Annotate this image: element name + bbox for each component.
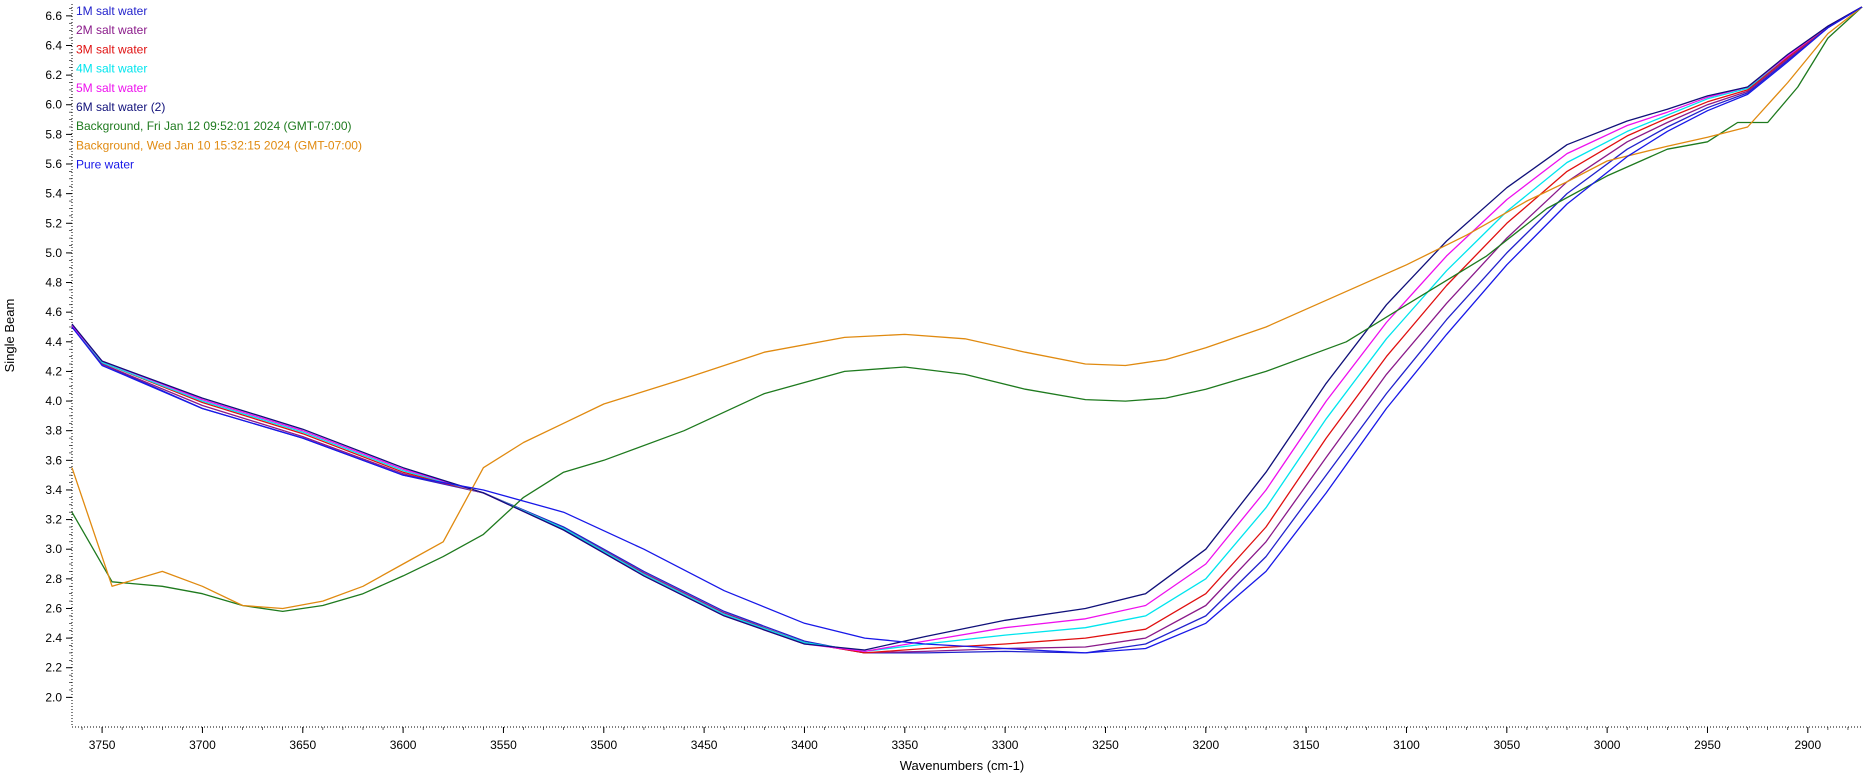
y-tick-label: 6.4 (45, 38, 62, 52)
series-line-4 (71, 6, 1863, 653)
legend-item: 2M salt water (76, 23, 147, 37)
x-axis-title: Wavenumbers (cm-1) (900, 758, 1024, 773)
y-tick-label: 4.8 (45, 276, 62, 290)
y-tick-label: 3.2 (45, 513, 62, 527)
x-tick-label: 3050 (1493, 738, 1520, 752)
x-tick-label: 3350 (891, 738, 918, 752)
x-tick-label: 3600 (390, 738, 417, 752)
series-lines (71, 6, 1863, 654)
y-tick-label: 5.0 (45, 246, 62, 260)
legend-item: Pure water (76, 158, 134, 172)
y-tick-label: 4.0 (45, 394, 62, 408)
y-tick-label: 5.2 (45, 216, 62, 230)
y-tick-label: 6.0 (45, 98, 62, 112)
y-axis-title: Single Beam (2, 299, 17, 373)
legend-item: 4M salt water (76, 62, 147, 76)
legend-item: 6M salt water (2) (76, 100, 165, 114)
legend-item: 3M salt water (76, 42, 147, 56)
y-tick-label: 2.6 (45, 601, 62, 615)
x-tick-label: 3450 (691, 738, 718, 752)
x-tick-label: 3400 (791, 738, 818, 752)
series-line-6 (71, 6, 1863, 613)
y-tick-label: 6.6 (45, 9, 62, 23)
legend-item: 1M salt water (76, 4, 147, 18)
axes: 2.0 2.2 2.4 2.6 2.8 3.0 3.2 3.4 3.6 3.8 4.0 4.2 4.4 4… (45, 4, 1862, 752)
x-tick-label: 3500 (590, 738, 617, 752)
x-tick-label: 3200 (1192, 738, 1219, 752)
y-tick-label: 3.6 (45, 453, 62, 467)
y-tick-label: 2.0 (45, 690, 62, 704)
x-tick-label: 3250 (1092, 738, 1119, 752)
series-line-8 (71, 6, 1863, 654)
y-tick-label: 5.4 (45, 187, 62, 201)
y-tick-label: 2.8 (45, 572, 62, 586)
x-tick-label: 3300 (992, 738, 1019, 752)
series-line-1 (71, 6, 1863, 654)
y-tick-label: 3.4 (45, 483, 62, 497)
legend: 1M salt water 2M salt water 3M salt water 4… (76, 4, 362, 172)
x-tick-label: 3100 (1393, 738, 1420, 752)
y-tick-label: 2.2 (45, 661, 62, 675)
y-tick-label: 5.8 (45, 127, 62, 141)
x-tick-label: 3550 (490, 738, 517, 752)
y-tick-label: 3.8 (45, 424, 62, 438)
series-line-0 (71, 6, 1863, 654)
y-tick-label: 3.0 (45, 542, 62, 556)
y-tick-label: 4.6 (45, 305, 62, 319)
y-tick-label: 4.2 (45, 364, 62, 378)
x-tick-label: 3150 (1293, 738, 1320, 752)
series-line-7 (71, 6, 1863, 610)
y-tick-label: 4.4 (45, 335, 62, 349)
series-line-5 (71, 6, 1863, 651)
x-tick-label: 3000 (1594, 738, 1621, 752)
series-line-3 (71, 6, 1863, 653)
x-tick-label: 3650 (289, 738, 316, 752)
legend-item: Background, Fri Jan 12 09:52:01 2024 (GM… (76, 119, 352, 133)
x-tick-label: 2900 (1794, 738, 1821, 752)
legend-item: 5M salt water (76, 81, 147, 95)
series-line-2 (71, 6, 1863, 654)
x-tick-label: 3700 (189, 738, 216, 752)
y-tick-label: 2.4 (45, 631, 62, 645)
y-tick-label: 5.6 (45, 157, 62, 171)
y-tick-label: 6.2 (45, 68, 62, 82)
x-tick-label: 3750 (89, 738, 116, 752)
legend-item: Background, Wed Jan 10 15:32:15 2024 (GM… (76, 138, 362, 152)
x-tick-label: 2950 (1694, 738, 1721, 752)
